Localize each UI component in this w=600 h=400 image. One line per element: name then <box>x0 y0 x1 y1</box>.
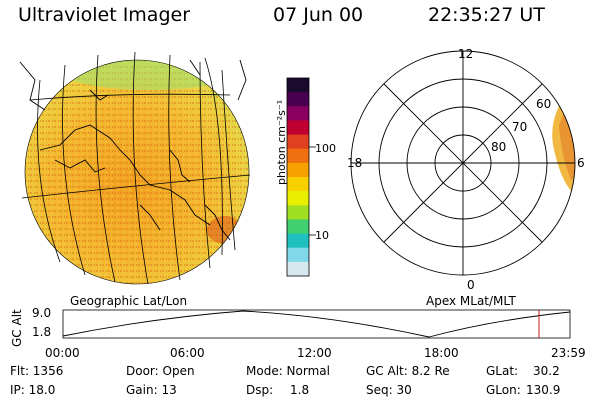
colorbar-segment <box>287 177 309 192</box>
right-panel-caption: Apex MLat/MLT <box>426 294 516 308</box>
status-mode: Mode: Normal <box>246 364 330 378</box>
status-glat-value: 30.2 <box>533 364 560 378</box>
colorbar-segment <box>287 134 309 150</box>
time-tick-0600: 06:00 <box>170 346 205 360</box>
polar-plot <box>350 50 576 276</box>
colorbar-segment <box>287 233 309 249</box>
status-flt: Flt: 1356 <box>10 364 64 378</box>
status-ip: IP: 18.0 <box>10 383 56 397</box>
colorbar-segment <box>287 162 309 178</box>
colorbar-segment <box>287 261 309 277</box>
mlt-label-6: 6 <box>577 156 585 170</box>
mlt-label-12: 12 <box>458 47 474 61</box>
time-label: 22:35:27 UT <box>428 4 545 26</box>
mlt-label-0: 0 <box>467 278 475 292</box>
altitude-tick-1-8: 1.8 <box>32 325 52 339</box>
colorbar-tick-100: 100 <box>315 142 336 155</box>
app-title: Ultraviolet Imager <box>18 4 191 26</box>
left-panel-caption: Geographic Lat/Lon <box>70 294 188 308</box>
time-tick-0000: 00:00 <box>45 346 80 360</box>
time-tick-1800: 18:00 <box>424 346 459 360</box>
colorbar-segment <box>287 148 309 164</box>
status-seq: Seq: 30 <box>366 383 412 397</box>
status-dsp-label: Dsp: <box>246 383 274 397</box>
colorbar-segment <box>287 247 309 263</box>
altitude-plot <box>62 309 571 339</box>
lat-label-60: 60 <box>536 97 552 111</box>
colorbar-tick-10: 10 <box>315 229 329 242</box>
altitude-axis-label: GC Alt <box>10 309 24 347</box>
status-gc-alt: GC Alt: 8.2 Re <box>366 364 450 378</box>
status-door: Door: Open <box>126 364 195 378</box>
colorbar <box>286 77 316 277</box>
colorbar-segment <box>287 219 309 235</box>
status-dsp-value: 1.8 <box>290 383 310 397</box>
status-glon-label: GLon: <box>486 383 521 397</box>
altitude-tick-9: 9.0 <box>32 306 52 320</box>
lat-label-80: 80 <box>491 140 507 154</box>
colorbar-segment <box>287 106 309 121</box>
status-glon-value: 130.9 <box>526 383 561 397</box>
time-tick-1200: 12:00 <box>297 346 332 360</box>
colorbar-segment <box>287 205 309 220</box>
colorbar-segment <box>287 191 309 206</box>
status-glat-label: GLat: <box>486 364 519 378</box>
colorbar-segment <box>287 78 309 93</box>
lat-label-70: 70 <box>512 120 528 134</box>
colorbar-segment <box>287 120 309 136</box>
colorbar-segment <box>287 92 309 107</box>
time-tick-2359: 23:59 <box>551 346 586 360</box>
mlt-label-18: 18 <box>347 156 363 170</box>
status-gain: Gain: 13 <box>126 383 177 397</box>
date-label: 07 Jun 00 <box>273 4 364 26</box>
colorbar-unit-label: photon cm⁻²s⁻¹ <box>275 99 288 185</box>
